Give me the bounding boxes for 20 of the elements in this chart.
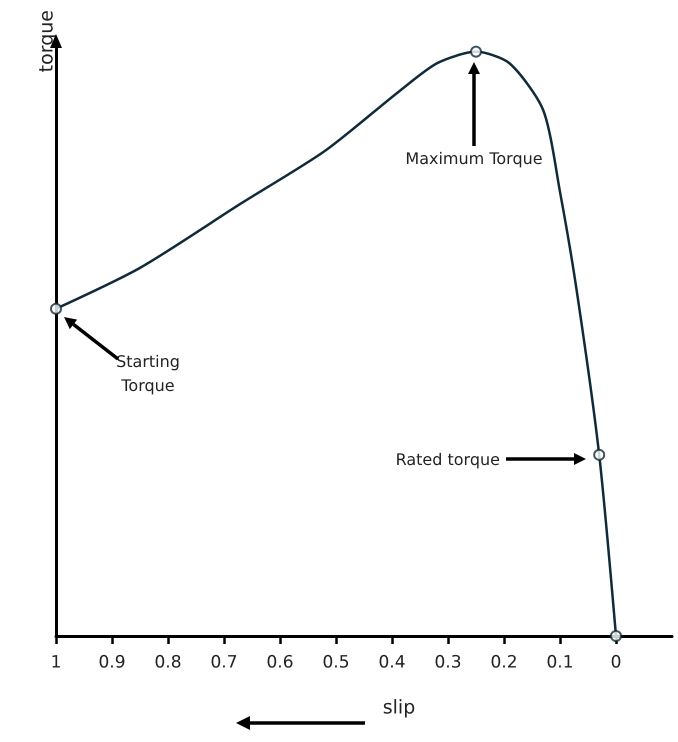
x-tick-label: 1 xyxy=(50,652,62,672)
x-tick-label: 0 xyxy=(610,652,622,672)
x-tick-label: 0.5 xyxy=(322,652,350,672)
point xyxy=(593,448,606,461)
x-tick-label: 0.4 xyxy=(378,652,406,672)
annotation: Starting Torque xyxy=(116,352,180,395)
x-tick-label: 0.3 xyxy=(434,652,462,672)
x-tick-label: 0.9 xyxy=(98,652,126,672)
x-tick-label: 0.1 xyxy=(546,652,574,672)
x-tick-label: 0.8 xyxy=(154,652,182,672)
x-tick-label: 0.7 xyxy=(210,652,238,672)
point xyxy=(610,630,622,642)
y-axis-title: torque xyxy=(36,10,58,72)
x-tick-label: 0.6 xyxy=(266,652,294,672)
point xyxy=(470,46,482,58)
x-axis-title: slip xyxy=(382,696,416,718)
annotation: Maximum Torque xyxy=(405,149,543,168)
x-tick-label: 0.2 xyxy=(490,652,518,672)
point xyxy=(50,302,62,315)
annotation: Rated torque xyxy=(396,450,500,469)
